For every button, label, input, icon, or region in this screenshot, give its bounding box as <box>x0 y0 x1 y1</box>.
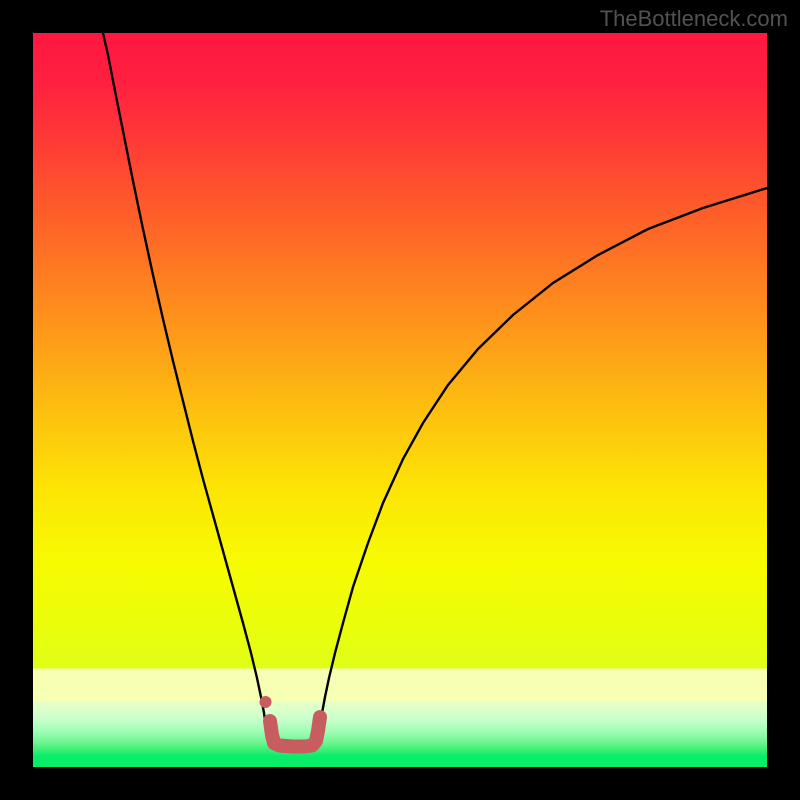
chart-container: TheBottleneck.com <box>0 0 800 800</box>
highlight-dot <box>260 696 272 708</box>
plot-area <box>33 33 767 767</box>
heatmap-background <box>33 33 767 767</box>
plot-svg <box>33 33 767 767</box>
watermark-text: TheBottleneck.com <box>600 6 788 32</box>
